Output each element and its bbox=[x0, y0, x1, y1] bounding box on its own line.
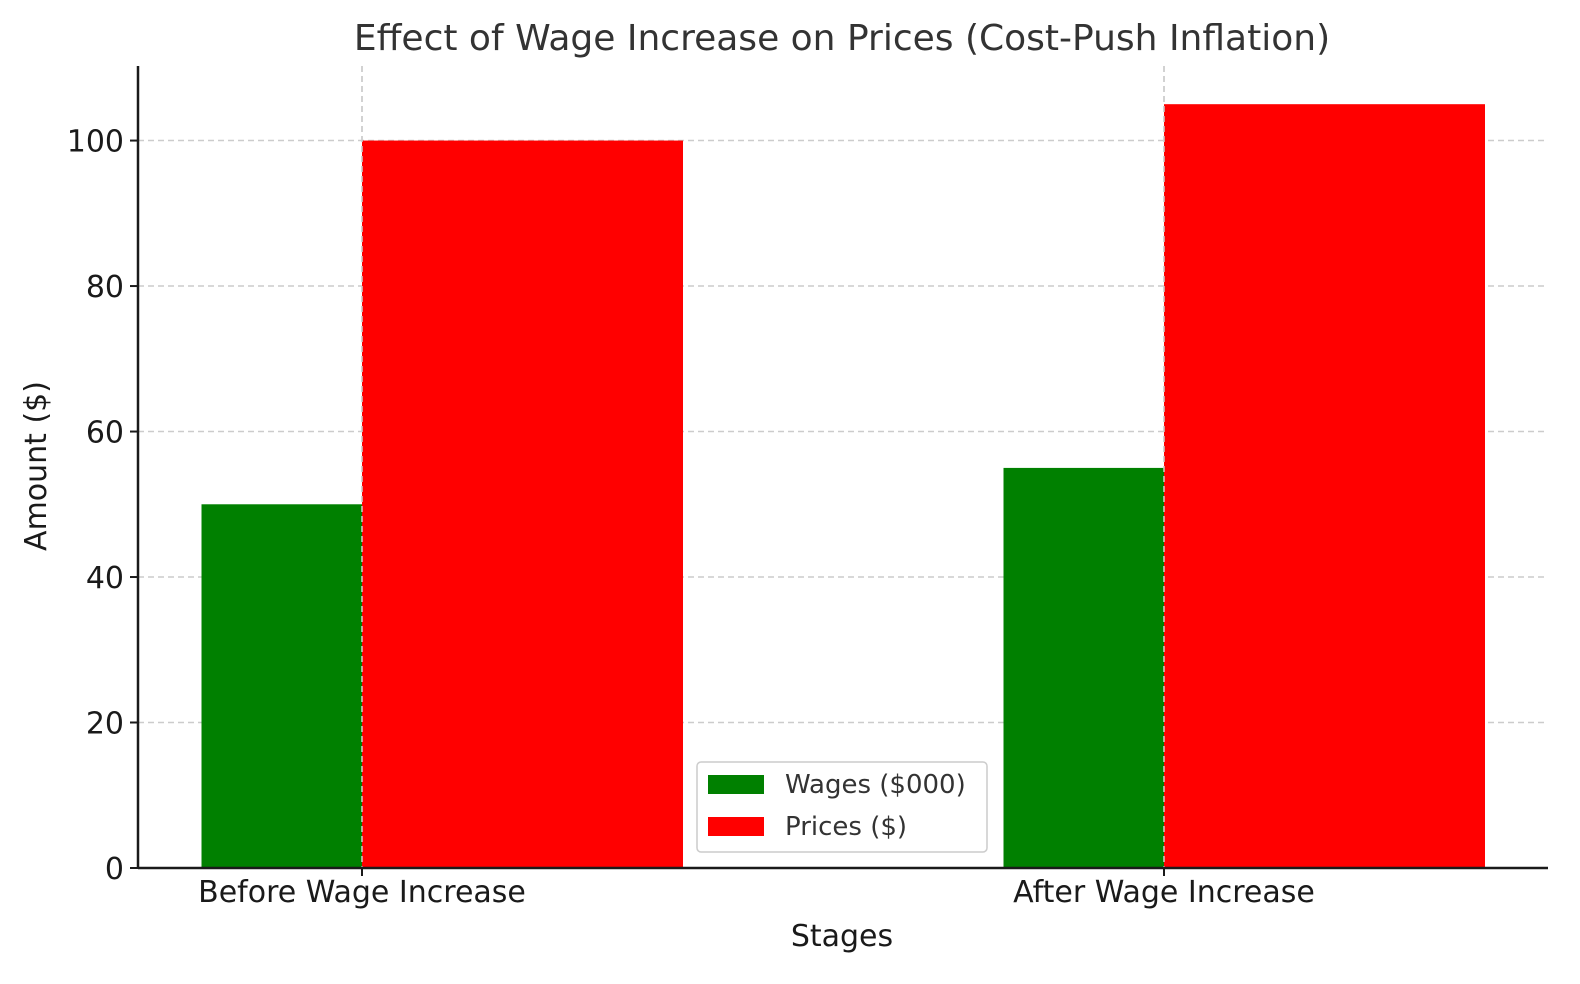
chart-title: Effect of Wage Increase on Prices (Cost-… bbox=[354, 18, 1330, 59]
tick-labels: 0 20 40 60 80 100 Before Wage Increase After Wa… bbox=[67, 125, 1315, 910]
x-tick-label: Before Wage Increase bbox=[198, 875, 526, 910]
legend-label: Prices ($) bbox=[785, 812, 907, 842]
legend-swatch bbox=[708, 817, 764, 836]
bar-prices-1 bbox=[1164, 104, 1485, 868]
legend-box bbox=[696, 761, 988, 853]
y-tick-label: 20 bbox=[86, 707, 124, 742]
y-tick-label: 100 bbox=[67, 125, 124, 160]
y-tick-label: 0 bbox=[105, 852, 124, 887]
x-axis-title: Stages bbox=[791, 919, 893, 954]
y-tick-label: 80 bbox=[86, 270, 124, 305]
bars bbox=[201, 66, 1485, 868]
bar-wages-0 bbox=[201, 504, 362, 868]
axes bbox=[136, 66, 1548, 870]
legend-label: Wages ($000) bbox=[785, 770, 966, 800]
y-tick-label: 60 bbox=[86, 416, 124, 451]
bar-prices-0 bbox=[362, 140, 683, 868]
legend-swatch bbox=[708, 775, 764, 794]
legend: Wages ($000) Prices ($) bbox=[696, 761, 988, 853]
bar-wages-1 bbox=[1003, 467, 1164, 868]
x-tick-label: After Wage Increase bbox=[1013, 875, 1315, 910]
y-axis-title: Amount ($) bbox=[19, 381, 54, 551]
y-tick-label: 40 bbox=[86, 561, 124, 596]
